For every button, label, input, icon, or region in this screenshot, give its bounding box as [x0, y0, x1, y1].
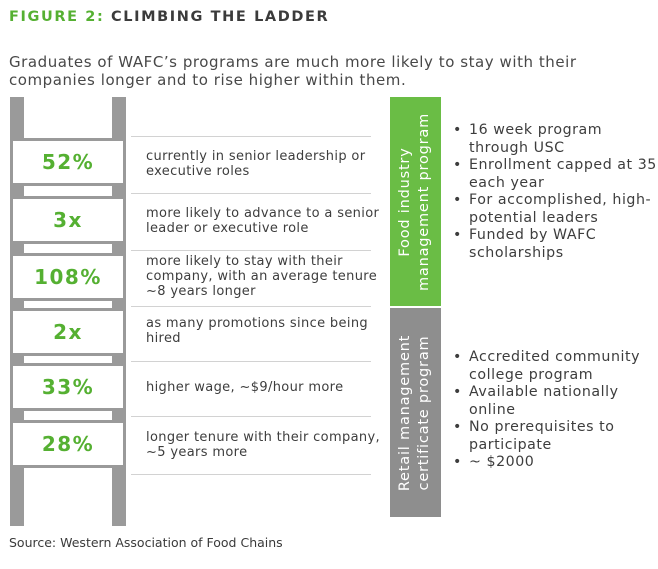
figure-title: FIGURE 2: CLIMBING THE LADDER	[9, 9, 329, 25]
ladder-rung: 108%	[10, 253, 126, 301]
ladder-rung: 52%	[10, 138, 126, 186]
program-bullets-retail-management: • Accredited community college program • A…	[453, 349, 657, 472]
figure-label: FIGURE 2:	[9, 9, 105, 25]
program-name-line: management program	[416, 112, 433, 291]
row-divider	[131, 361, 371, 362]
stat-description: as many promotions since being hired	[146, 316, 369, 346]
program-bar-retail-management: Retail management certificate program	[390, 308, 441, 517]
list-item: • 16 week program through USC	[453, 122, 657, 157]
row-divider	[131, 193, 371, 194]
stat-value: 2x	[53, 320, 83, 344]
list-item: • Accredited community college program	[453, 349, 657, 384]
row-divider	[131, 474, 371, 475]
list-item: • Enrollment capped at 35 each year	[453, 157, 657, 192]
bullet-icon: •	[453, 419, 462, 435]
program-name-line: Food industry	[397, 146, 414, 257]
intro-text: Graduates of WAFC’s programs are much mo…	[9, 53, 577, 89]
ladder-rung: 3x	[10, 196, 126, 244]
row-divider	[131, 136, 371, 137]
bullet-text: Available nationally online	[469, 384, 619, 418]
ladder-rung: 33%	[10, 363, 126, 411]
program-name: Retail management certificate program	[397, 334, 435, 490]
bullet-icon: •	[453, 192, 462, 208]
bullet-text: No prerequisites to participate	[469, 419, 615, 453]
program-name: Food industry management program	[397, 112, 435, 290]
program-bar-food-industry: Food industry management program	[390, 97, 441, 306]
bullet-icon: •	[453, 227, 462, 243]
bullet-icon: •	[453, 122, 462, 138]
stat-value: 52%	[41, 150, 95, 174]
ladder-rung: 28%	[10, 420, 126, 468]
list-item: • For accomplished, high-potential leader…	[453, 192, 657, 227]
source-note: Source: Western Association of Food Chai…	[9, 535, 283, 550]
bullet-text: Accredited community college program	[469, 349, 641, 383]
bullet-icon: •	[453, 349, 462, 365]
list-item: • Available nationally online	[453, 384, 657, 419]
bullet-text: 16 week program through USC	[469, 122, 603, 156]
stat-description: higher wage, ~$9/hour more	[146, 380, 344, 395]
stat-value: 28%	[41, 432, 95, 456]
row-divider	[131, 250, 371, 251]
bullet-text: ~ $2000	[469, 454, 535, 470]
bullet-text: Enrollment capped at 35 each year	[469, 157, 657, 191]
row-divider	[131, 306, 371, 307]
program-name-line: certificate program	[416, 335, 433, 490]
bullet-text: For accomplished, high-potential leaders	[469, 192, 652, 226]
list-item: • No prerequisites to participate	[453, 419, 657, 454]
bullet-icon: •	[453, 454, 462, 470]
stat-value: 3x	[53, 208, 83, 232]
bullet-icon: •	[453, 384, 462, 400]
stat-description: currently in senior leadership or execut…	[146, 149, 366, 179]
figure-title-text: CLIMBING THE LADDER	[111, 9, 330, 25]
program-bullets-food-industry: • 16 week program through USC • Enrollment…	[453, 122, 657, 262]
stat-description: longer tenure with their company, ~5 yea…	[146, 430, 381, 460]
list-item: • Funded by WAFC scholarships	[453, 227, 657, 262]
bullet-text: Funded by WAFC scholarships	[469, 227, 597, 261]
ladder-rung: 2x	[10, 308, 126, 356]
bullet-icon: •	[453, 157, 462, 173]
program-name-line: Retail management	[397, 334, 414, 491]
stat-value: 33%	[41, 375, 95, 399]
row-divider	[131, 416, 371, 417]
list-item: • ~ $2000	[453, 454, 657, 472]
stat-description: more likely to stay with their company, …	[146, 254, 378, 299]
stat-description: more likely to advance to a senior leade…	[146, 206, 380, 236]
stat-value: 108%	[34, 265, 102, 289]
